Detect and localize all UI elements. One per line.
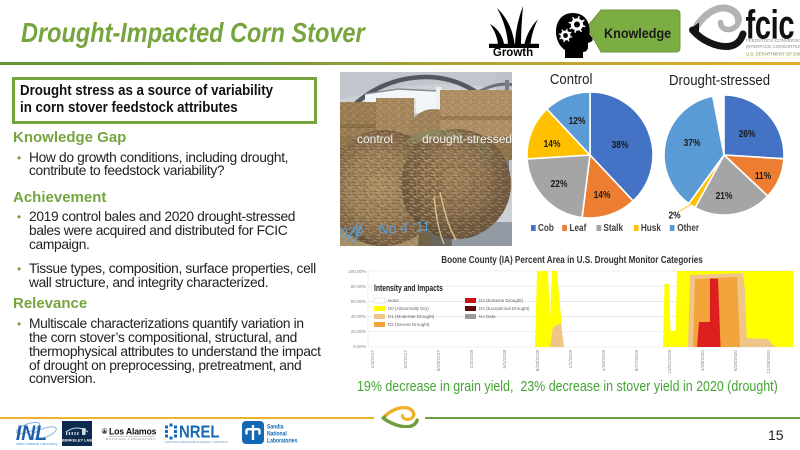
- svg-text:2%: 2%: [668, 210, 681, 222]
- svg-text:100.00%: 100.00%: [348, 269, 366, 274]
- svg-text:NATIONAL RENEWABLE ENERGY LABO: NATIONAL RENEWABLE ENERGY LABORATORY: [165, 440, 228, 444]
- svg-text:020 No 4 :11: 020 No 4 :11: [340, 217, 431, 241]
- svg-text:12%: 12%: [569, 115, 586, 127]
- svg-text:5/1/2018: 5/1/2018: [502, 350, 508, 369]
- svg-text:D0 (Abnormally Dry): D0 (Abnormally Dry): [388, 306, 429, 311]
- svg-text:INL: INL: [16, 422, 47, 445]
- svg-text:21%: 21%: [716, 190, 733, 202]
- svg-text:D4 (Exceptional Drought): D4 (Exceptional Drought): [479, 306, 530, 311]
- svg-text:14%: 14%: [544, 138, 561, 150]
- svg-text:26%: 26%: [739, 128, 756, 140]
- svg-text:D3 (Extreme Drought): D3 (Extreme Drought): [479, 298, 524, 303]
- svg-text:NATIONAL LABORATORY: NATIONAL LABORATORY: [106, 437, 156, 441]
- svg-text:8/29/2017: 8/29/2017: [436, 350, 442, 371]
- svg-text:D2 (Severe Drought): D2 (Severe Drought): [388, 322, 430, 327]
- svg-text:60.00%: 60.00%: [351, 299, 366, 304]
- svg-text:None: None: [388, 298, 399, 303]
- svg-text:0.00%: 0.00%: [353, 344, 366, 349]
- svg-text:Control: Control: [550, 70, 592, 87]
- svg-text:BERKELEY LAB: BERKELEY LAB: [62, 438, 92, 443]
- svg-text:drought-stressed: drought-stressed: [422, 132, 512, 146]
- svg-text:Idaho National Laboratory: Idaho National Laboratory: [16, 442, 58, 446]
- svg-text:Laboratories: Laboratories: [267, 438, 298, 445]
- svg-text:FEEDSTOCK-CONVERSION: FEEDSTOCK-CONVERSION: [746, 38, 800, 43]
- svg-text:No Data: No Data: [479, 314, 496, 319]
- svg-text:National: National: [267, 431, 287, 438]
- svg-text:8/25/2020: 8/25/2020: [733, 350, 739, 371]
- svg-text:1/2/2018: 1/2/2018: [469, 350, 475, 369]
- svg-text:Drought-stressed: Drought-stressed: [669, 71, 770, 88]
- svg-text:1/1/2019: 1/1/2019: [568, 350, 574, 369]
- svg-text:4/28/2020: 4/28/2020: [700, 350, 706, 371]
- svg-text:fcic: fcic: [746, 3, 795, 48]
- svg-text:control: control: [357, 132, 393, 146]
- svg-text:INTERFACE CONSORTIUM: INTERFACE CONSORTIUM: [746, 44, 800, 49]
- svg-text:80.00%: 80.00%: [351, 284, 366, 289]
- svg-text:40.00%: 40.00%: [351, 314, 366, 319]
- svg-text:Sandia: Sandia: [267, 424, 284, 431]
- svg-text:38%: 38%: [612, 139, 629, 151]
- svg-text:5/2/2017: 5/2/2017: [403, 350, 409, 369]
- svg-text:12/29/2020: 12/29/2020: [766, 350, 772, 374]
- svg-text:Knowledge: Knowledge: [604, 25, 671, 41]
- svg-text:12/31/2019: 12/31/2019: [667, 350, 673, 374]
- svg-text:20.00%: 20.00%: [351, 329, 366, 334]
- svg-text:8/27/2019: 8/27/2019: [634, 350, 640, 371]
- svg-text:1/3/2017: 1/3/2017: [370, 350, 376, 369]
- svg-text:14%: 14%: [594, 189, 611, 201]
- svg-text:D1 (Moderate Drought): D1 (Moderate Drought): [388, 314, 435, 319]
- svg-text:Los Alamos: Los Alamos: [109, 426, 156, 436]
- svg-text:U.S. DEPARTMENT OF ENERGY: U.S. DEPARTMENT OF ENERGY: [746, 51, 800, 56]
- svg-text:22%: 22%: [551, 178, 568, 190]
- svg-text:8/28/2018: 8/28/2018: [535, 350, 541, 371]
- svg-text:4/30/2019: 4/30/2019: [601, 350, 607, 371]
- svg-text:Intensity and Impacts: Intensity and Impacts: [374, 283, 443, 293]
- svg-text:NREL: NREL: [179, 422, 220, 441]
- svg-text:11%: 11%: [755, 170, 772, 182]
- svg-text:37%: 37%: [684, 137, 701, 149]
